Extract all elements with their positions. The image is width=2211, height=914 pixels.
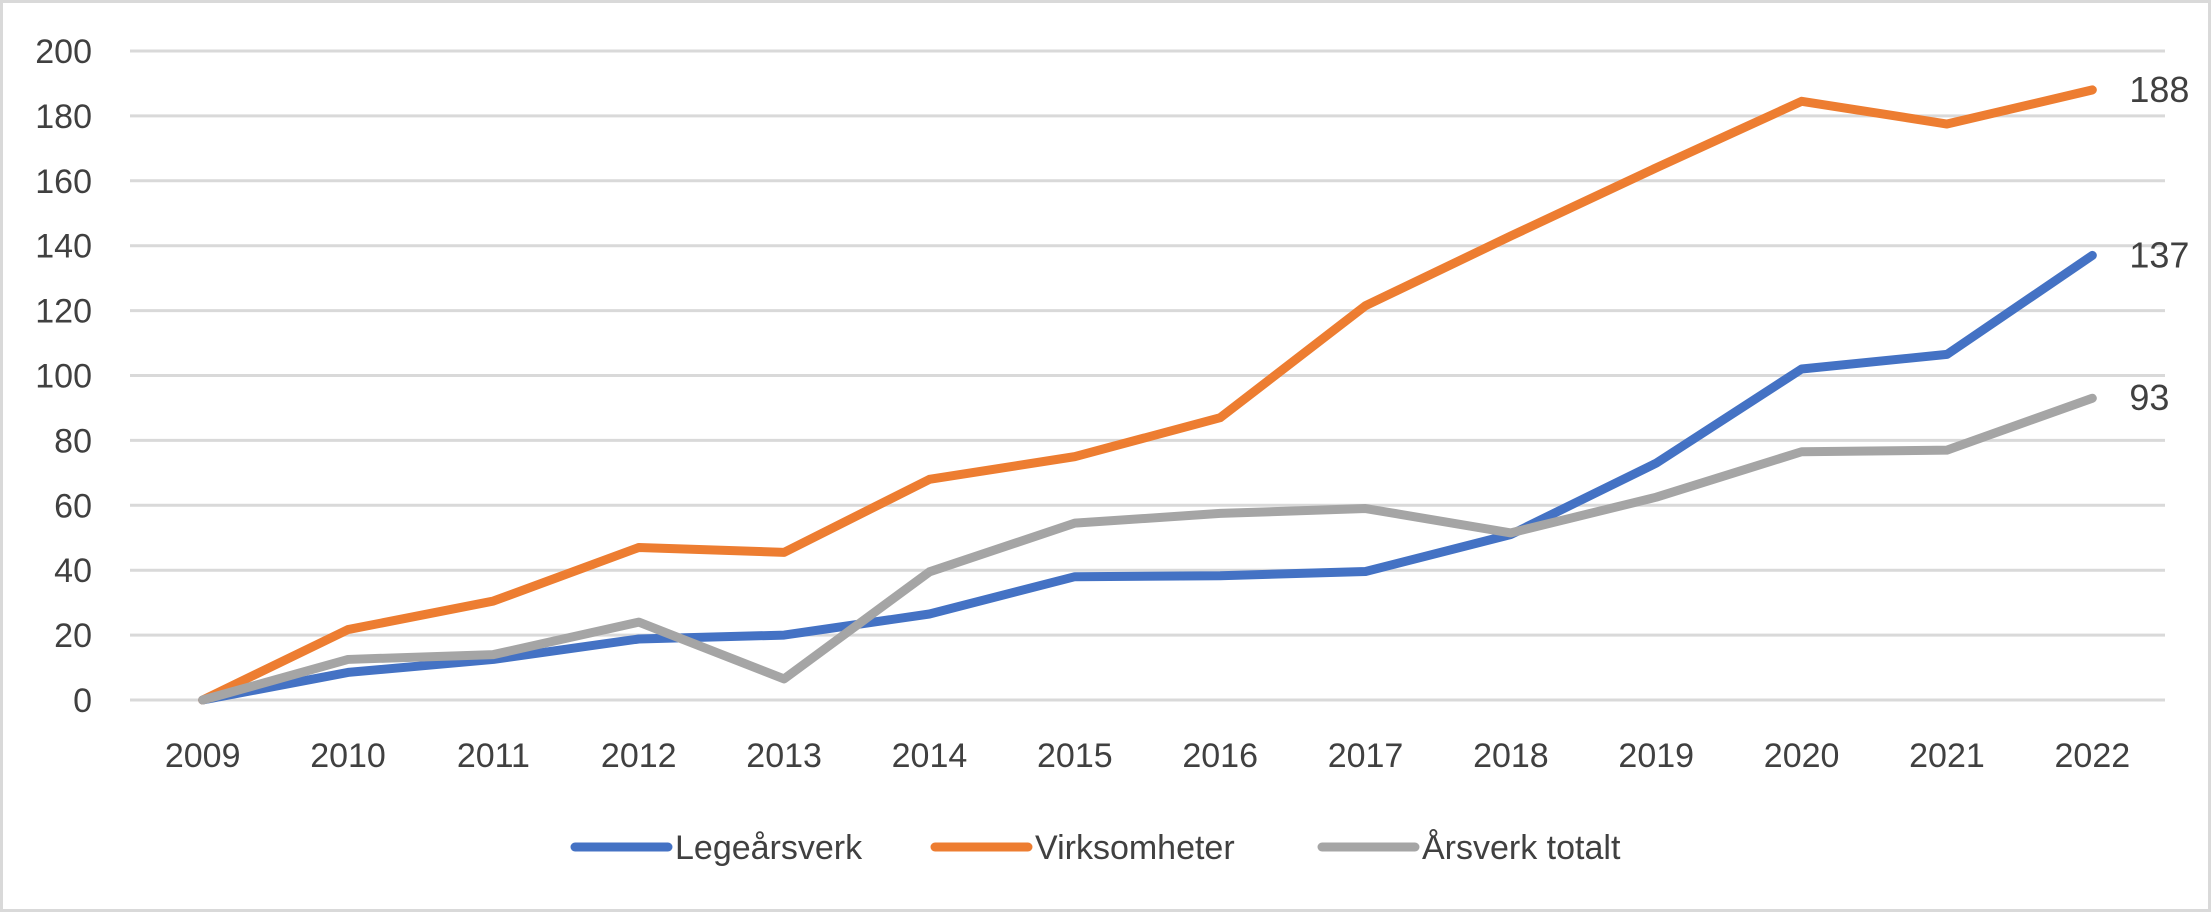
y-axis-tick-labels: 0 20 40 60 80 100 120 140 160 180 200 — [35, 33, 92, 720]
y-tick-label: 20 — [54, 617, 92, 655]
y-tick-label: 60 — [54, 487, 92, 525]
series-lines — [198, 85, 2097, 705]
x-tick-label: 2017 — [1328, 737, 1404, 775]
x-tick-label: 2014 — [892, 737, 968, 775]
data-labels: 137 188 93 — [2129, 69, 2189, 418]
y-tick-label: 80 — [54, 422, 92, 460]
series-line-0 — [198, 250, 2097, 705]
x-axis-tick-labels: 2009 2010 2011 2012 2013 2014 2015 2016 2017 2018… — [165, 737, 2130, 775]
legend: Legeårsverk Virksomheter Årsverk totalt — [570, 829, 1621, 867]
y-tick-label: 200 — [35, 33, 92, 71]
end-data-label: 137 — [2129, 234, 2189, 275]
x-tick-label: 2011 — [457, 737, 530, 775]
x-tick-label: 2021 — [1909, 737, 1985, 775]
x-tick-label: 2013 — [746, 737, 822, 775]
end-data-label: 93 — [2129, 377, 2169, 418]
chart-svg: 0 20 40 60 80 100 120 140 160 180 200 2009 2010 2011… — [35, 33, 2189, 867]
x-tick-label: 2010 — [310, 737, 386, 775]
y-tick-label: 180 — [35, 98, 92, 136]
end-data-label: 188 — [2129, 69, 2189, 110]
y-tick-label: 120 — [35, 293, 92, 331]
x-tick-label: 2016 — [1182, 737, 1258, 775]
x-tick-label: 2009 — [165, 737, 241, 775]
x-tick-label: 2020 — [1764, 737, 1840, 775]
y-tick-label: 40 — [54, 552, 92, 590]
legend-label: Legeårsverk — [675, 829, 863, 867]
y-tick-label: 100 — [35, 358, 92, 396]
y-tick-label: 160 — [35, 163, 92, 201]
y-tick-label: 0 — [73, 682, 92, 720]
x-tick-label: 2015 — [1037, 737, 1113, 775]
x-tick-label: 2012 — [601, 737, 677, 775]
y-tick-label: 140 — [35, 228, 92, 266]
x-tick-label: 2018 — [1473, 737, 1549, 775]
series-line-2 — [198, 393, 2097, 705]
gridlines — [130, 49, 2165, 702]
legend-label: Virksomheter — [1035, 829, 1235, 867]
x-tick-label: 2022 — [2055, 737, 2131, 775]
series-line-1 — [198, 85, 2097, 705]
x-tick-label: 2019 — [1618, 737, 1694, 775]
legend-label: Årsverk totalt — [1422, 829, 1621, 867]
